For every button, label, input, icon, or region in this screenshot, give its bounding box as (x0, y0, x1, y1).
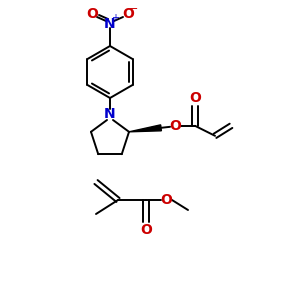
Text: −: − (129, 4, 139, 14)
Text: O: O (140, 223, 152, 237)
Text: N: N (104, 17, 116, 31)
Text: O: O (169, 119, 181, 133)
Text: O: O (189, 91, 201, 105)
Text: N: N (104, 107, 116, 121)
Text: O: O (86, 7, 98, 21)
Polygon shape (129, 125, 161, 132)
Text: O: O (122, 7, 134, 21)
Text: +: + (111, 13, 119, 23)
Text: O: O (160, 193, 172, 207)
